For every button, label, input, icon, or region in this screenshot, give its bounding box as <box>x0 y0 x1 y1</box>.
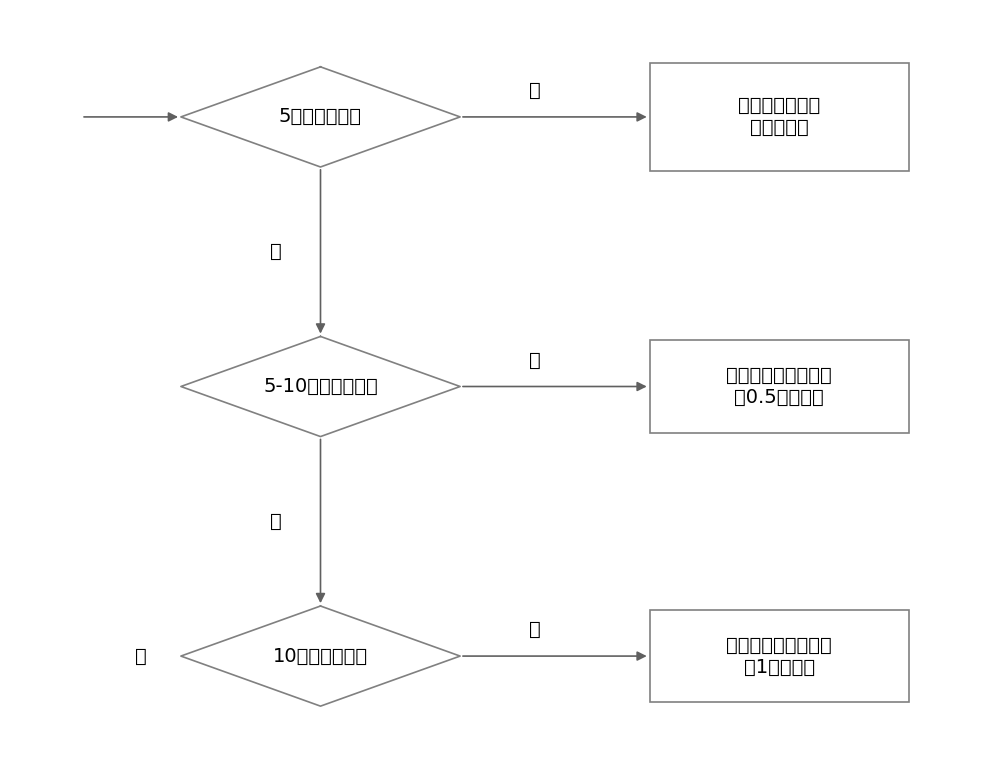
Text: 5-10分钟以内输入: 5-10分钟以内输入 <box>263 377 378 396</box>
Text: 5分钟以下输入: 5分钟以下输入 <box>279 107 362 127</box>
Text: 否: 否 <box>270 242 282 261</box>
FancyBboxPatch shape <box>650 63 909 171</box>
Text: 是: 是 <box>529 350 541 369</box>
Text: 是: 是 <box>529 620 541 639</box>
Text: 10分钟以上输入: 10分钟以上输入 <box>273 646 368 666</box>
Text: 磁控管比冷却风扇提
前1分钟停止: 磁控管比冷却风扇提 前1分钟停止 <box>726 635 832 676</box>
Text: 磁控管和冷却风
扇同时启停: 磁控管和冷却风 扇同时启停 <box>738 97 820 138</box>
Text: 否: 否 <box>135 646 147 666</box>
Text: 磁控管比冷却风扇提
前0.5分钟停止: 磁控管比冷却风扇提 前0.5分钟停止 <box>726 366 832 407</box>
Text: 否: 否 <box>270 512 282 531</box>
Text: 是: 是 <box>529 81 541 100</box>
FancyBboxPatch shape <box>650 340 909 433</box>
FancyBboxPatch shape <box>650 610 909 703</box>
